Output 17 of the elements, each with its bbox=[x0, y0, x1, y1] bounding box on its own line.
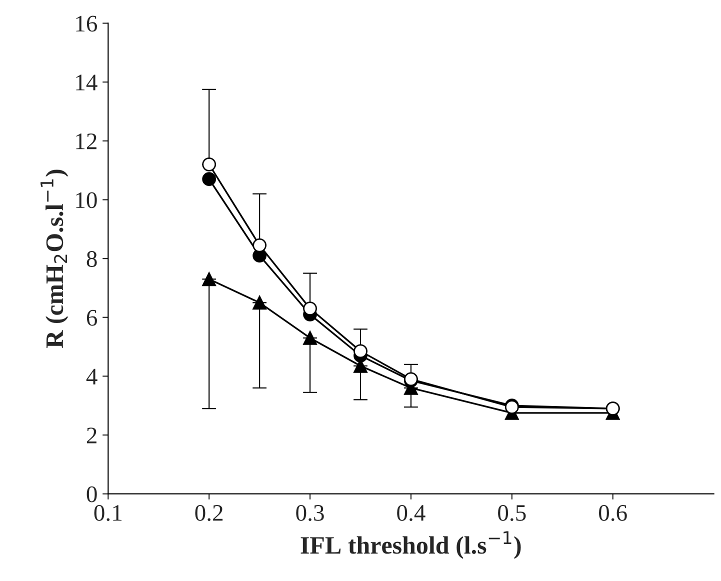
x-axis-title: IFL threshold (l.s$^{−1}$) bbox=[300, 531, 521, 559]
y-tick-label: 14 bbox=[76, 74, 98, 90]
y-tick-label: 8 bbox=[86, 251, 97, 267]
y-tick-label: 12 bbox=[76, 133, 96, 150]
y-axis-title: R (cmH$_{2}$O.s.l$^{−1}$) bbox=[40, 170, 68, 348]
y-tick-label: 2 bbox=[86, 428, 96, 444]
y-tick-label: 10 bbox=[76, 192, 97, 208]
x-tick-label: 0.2 bbox=[195, 504, 223, 521]
x-tick-label: 0.3 bbox=[296, 504, 324, 521]
y-tick-label: 16 bbox=[76, 16, 98, 32]
x-tick-label: 0.4 bbox=[397, 504, 426, 521]
x-tick-label: 0.6 bbox=[598, 504, 627, 521]
x-tick-label: 0.5 bbox=[498, 504, 526, 521]
y-tick-label: 4 bbox=[86, 368, 98, 384]
x-tick-label: 0.1 bbox=[94, 504, 122, 521]
y-tick-label: 6 bbox=[86, 310, 98, 326]
y-tick-label: 0 bbox=[86, 486, 97, 502]
